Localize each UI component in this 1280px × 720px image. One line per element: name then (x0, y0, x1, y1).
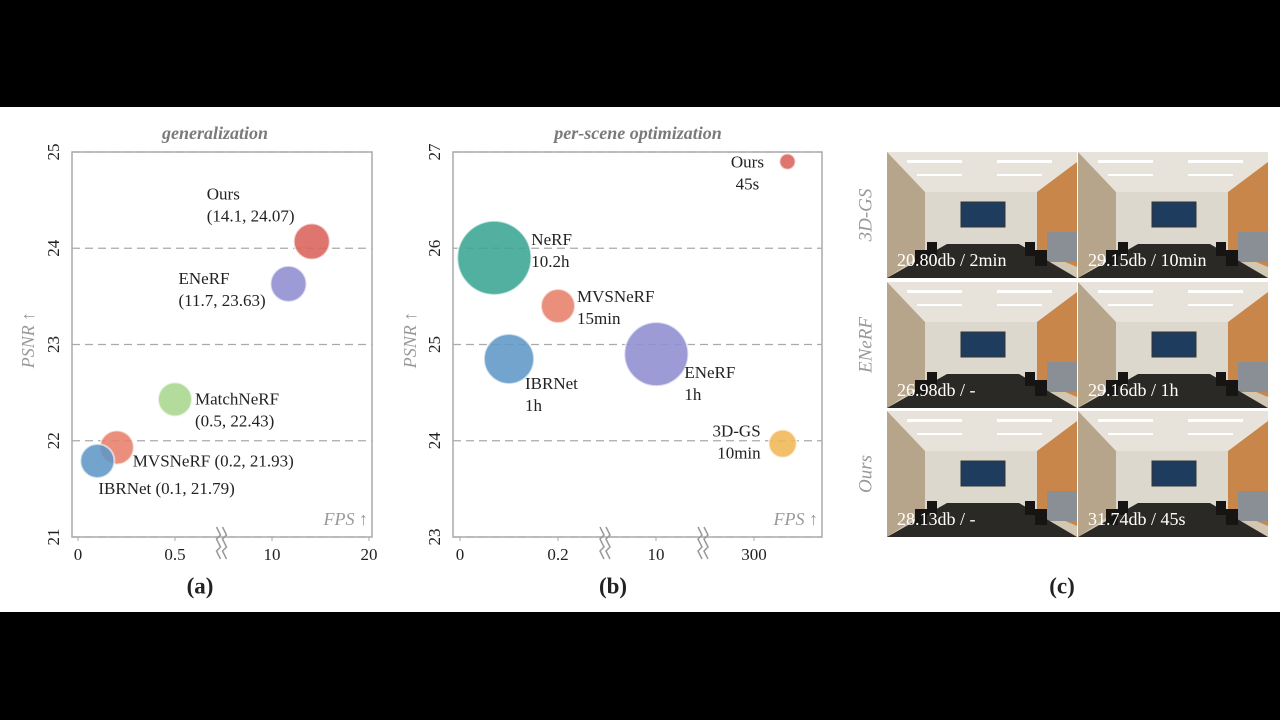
point-label: MatchNeRF (195, 389, 279, 408)
y-tick-label: 26 (425, 240, 444, 257)
cell-caption: 20.80db / 2min (897, 250, 1007, 270)
chart-caption: (a) (187, 573, 214, 598)
bubble (767, 428, 798, 459)
y-tick-label: 25 (425, 336, 444, 353)
point-label: 10min (717, 444, 761, 463)
x-tick-label: 300 (741, 545, 767, 564)
point-label: 15min (577, 309, 621, 328)
bubble (623, 321, 690, 388)
row-label: 3D-GS (855, 188, 876, 242)
point-label: MVSNeRF (577, 287, 654, 306)
axis-break (697, 526, 709, 560)
point-label: Ours (731, 153, 764, 172)
y-tick-label: 23 (425, 529, 444, 546)
y-tick-label: 21 (44, 529, 63, 546)
chart-title: generalization (161, 123, 268, 143)
panel-caption: (c) (1049, 573, 1075, 598)
row-label: ENeRF (855, 317, 876, 374)
cell-caption: 28.13db / - (897, 509, 976, 529)
point-label: IBRNet (525, 374, 578, 393)
point-label: ENeRF (684, 363, 735, 382)
x-tick-label: 10 (648, 545, 665, 564)
x-axis-label: FPS ↑ (773, 509, 819, 529)
chart-caption: (b) (599, 573, 627, 598)
y-tick-label: 25 (44, 144, 63, 161)
cell-caption: 29.15db / 10min (1088, 250, 1207, 270)
x-tick-label: 0.2 (547, 545, 568, 564)
bubble (157, 381, 193, 418)
y-tick-label: 24 (44, 239, 63, 257)
point-label: MVSNeRF (0.2, 21.93) (133, 451, 294, 470)
point-label: 45s (736, 175, 760, 194)
point-label: (14.1, 24.07) (207, 206, 295, 225)
point-label: IBRNet (0.1, 21.79) (98, 479, 234, 498)
bubble (292, 222, 331, 261)
y-tick-label: 24 (425, 432, 444, 450)
point-label: 3D-GS (712, 422, 760, 441)
y-tick-label: 23 (44, 336, 63, 353)
chart-title: per-scene optimization (552, 123, 722, 143)
bubble (483, 332, 535, 385)
cell-caption: 29.16db / 1h (1088, 380, 1179, 400)
y-tick-label: 22 (44, 432, 63, 449)
bubble (269, 264, 308, 303)
x-axis-label: FPS ↑ (323, 509, 369, 529)
x-tick-label: 0 (456, 545, 465, 564)
y-axis-label: PSNR ↑ (400, 312, 420, 370)
point-label: NeRF (531, 230, 572, 249)
bubble (540, 288, 576, 324)
point-label: (0.5, 22.43) (195, 411, 274, 430)
x-tick-label: 0.5 (164, 545, 185, 564)
bubble (79, 442, 116, 479)
point-label: 1h (525, 396, 543, 415)
point-label: 1h (684, 385, 702, 404)
bubble (778, 152, 797, 171)
row-label: Ours (855, 455, 876, 493)
point-label: ENeRF (178, 269, 229, 288)
point-label: 10.2h (531, 252, 570, 271)
bubble (456, 219, 533, 296)
y-tick-label: 27 (425, 143, 444, 161)
x-tick-label: 10 (264, 545, 281, 564)
point-label: (11.7, 23.63) (178, 291, 265, 310)
cell-caption: 31.74db / 45s (1088, 509, 1186, 529)
cell-caption: 26.98db / - (897, 380, 976, 400)
y-axis-label: PSNR ↑ (18, 312, 38, 370)
x-tick-label: 0 (74, 545, 83, 564)
point-label: Ours (207, 184, 240, 203)
axis-break (215, 526, 228, 560)
axis-break (599, 526, 611, 560)
x-tick-label: 20 (361, 545, 378, 564)
